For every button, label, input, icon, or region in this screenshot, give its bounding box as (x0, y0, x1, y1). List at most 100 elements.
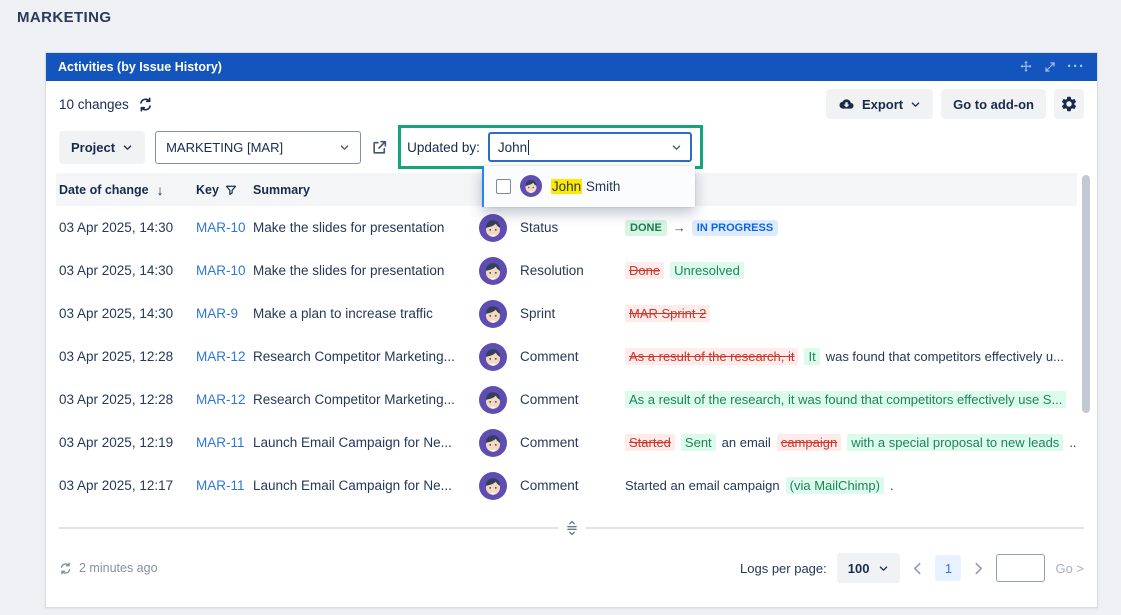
toolbar: 10 changes Export Go to add-on (46, 81, 1097, 125)
gadget-title: Activities (by Issue History) (58, 60, 222, 74)
row-date: 03 Apr 2025, 12:28 (59, 349, 174, 364)
user-avatar (478, 256, 507, 285)
row-field: Sprint (520, 306, 556, 321)
col-date-label: Date of change (59, 182, 149, 197)
export-button[interactable]: Export (825, 89, 934, 119)
goto-addon-label: Go to add-on (953, 96, 1034, 112)
chevron-down-icon (671, 142, 682, 153)
user-avatar (478, 471, 507, 500)
last-refreshed-text: 2 minutes ago (79, 561, 158, 575)
project-filter-label: Project (71, 139, 116, 155)
table-row: 03 Apr 2025, 12:28 MAR-12 Research Compe… (46, 378, 1077, 421)
cloud-download-icon (838, 97, 855, 111)
user-checkbox[interactable] (495, 178, 511, 194)
chevron-down-icon (878, 563, 889, 574)
prev-page-button[interactable] (910, 560, 925, 577)
logs-per-page-select[interactable]: 100 (836, 553, 901, 583)
change-segment-del: As a result of the research, it (625, 348, 799, 365)
row-change: As a result of the research, it It was fou… (625, 348, 1077, 365)
row-field: Resolution (520, 263, 584, 278)
project-select[interactable]: MARKETING [MAR] (155, 130, 362, 164)
issue-key-link[interactable]: MAR-10 (196, 220, 246, 235)
row-date: 03 Apr 2025, 14:30 (59, 263, 174, 278)
row-field: Status (520, 220, 559, 235)
row-date: 03 Apr 2025, 12:28 (59, 392, 174, 407)
open-in-new-tab-icon[interactable] (371, 139, 388, 156)
resize-divider (59, 520, 1084, 541)
user-name: John Smith (550, 178, 621, 194)
change-segment-ins: It (804, 348, 820, 365)
export-label: Export (861, 96, 904, 112)
issue-key-link[interactable]: MAR-11 (196, 478, 245, 493)
row-summary: Launch Email Campaign for Ne... (253, 435, 452, 450)
user-avatar (519, 175, 542, 197)
row-change: Started Sent an email campaign with a specia… (625, 434, 1077, 451)
user-suggestions-dropdown: John Smith (481, 166, 695, 207)
annotation-green-frame: Updated by: John (398, 125, 703, 207)
filter-funnel-icon[interactable] (225, 184, 237, 196)
sort-desc-icon[interactable]: ↓ (156, 181, 164, 198)
change-segment-badge-new: IN PROGRESS (691, 219, 779, 236)
goto-addon-button[interactable]: Go to add-on (941, 89, 1046, 119)
change-segment-plain: was found that competitors effectively u… (825, 349, 1064, 364)
current-page-button[interactable]: 1 (935, 555, 962, 581)
logs-per-page-value: 100 (847, 560, 870, 576)
expand-gadget-icon[interactable] (1044, 61, 1056, 73)
refresh-icon[interactable] (138, 97, 153, 112)
change-segment-del: Done (625, 262, 665, 279)
row-date: 03 Apr 2025, 12:19 (59, 435, 174, 450)
gear-icon (1060, 95, 1078, 113)
changes-count: 10 changes (59, 96, 129, 112)
row-change: MAR Sprint 2 (625, 305, 1077, 322)
next-page-button[interactable] (971, 560, 986, 577)
table-row: 03 Apr 2025, 14:30 MAR-10 Make the slide… (46, 206, 1077, 249)
project-select-value: MARKETING [MAR] (166, 139, 284, 155)
change-segment-plain: ... (1069, 435, 1077, 450)
row-date: 03 Apr 2025, 14:30 (59, 220, 174, 235)
activities-table: Date of change ↓ Key Summary 03 Apr 2025… (46, 173, 1097, 507)
row-change: As a result of the research, it was foun… (625, 391, 1077, 408)
more-options-icon[interactable]: ··· (1067, 58, 1085, 75)
table-row: 03 Apr 2025, 14:30 MAR-9 Make a plan to … (46, 292, 1077, 335)
change-segment-ins: with a special proposal to new leads (847, 434, 1064, 451)
table-row: 03 Apr 2025, 12:28 MAR-12 Research Compe… (46, 335, 1077, 378)
issue-key-link[interactable]: MAR-10 (196, 263, 246, 278)
row-change: Started an email campaign (via MailChimp)… (625, 477, 1077, 494)
change-segment-ins: As a result of the research, it was foun… (625, 391, 1067, 408)
user-avatar (478, 385, 507, 414)
change-segment-plain: . (889, 478, 894, 493)
issue-key-link[interactable]: MAR-12 (196, 392, 246, 407)
user-avatar (478, 299, 507, 328)
change-segment-ins: Unresolved (670, 262, 744, 279)
change-segment-del: campaign (776, 434, 842, 451)
updated-by-input[interactable]: John (487, 132, 692, 162)
row-summary: Make the slides for presentation (253, 220, 445, 235)
row-change: DONE → IN PROGRESS (625, 219, 1077, 236)
issue-key-link[interactable]: MAR-11 (196, 435, 245, 450)
resize-handle-icon[interactable] (558, 520, 585, 541)
move-gadget-icon[interactable] (1019, 60, 1033, 74)
user-suggestion-item[interactable]: John Smith (484, 175, 695, 197)
go-button[interactable]: Go > (1055, 560, 1084, 576)
issue-key-link[interactable]: MAR-9 (196, 306, 239, 321)
match-highlight: John (550, 178, 583, 194)
settings-button[interactable] (1054, 89, 1084, 119)
activities-gadget: Activities (by Issue History) ··· 10 cha… (45, 52, 1098, 608)
row-summary: Make the slides for presentation (253, 263, 445, 278)
row-field: Comment (520, 478, 579, 493)
change-segment-del: Started (625, 434, 675, 451)
change-segment-plain: an email (721, 435, 771, 450)
project-filter-button[interactable]: Project (59, 130, 146, 164)
row-summary: Research Competitor Marketing... (253, 392, 455, 407)
change-segment-ins: Sent (680, 434, 716, 451)
refresh-icon[interactable] (59, 561, 72, 575)
change-segment-del: MAR Sprint 2 (625, 305, 711, 322)
page-title: MARKETING (17, 9, 112, 26)
row-date: 03 Apr 2025, 14:30 (59, 306, 174, 321)
go-to-page-input[interactable] (996, 554, 1046, 582)
table-row: 03 Apr 2025, 12:17 MAR-11 Launch Email C… (46, 464, 1077, 507)
issue-key-link[interactable]: MAR-12 (196, 349, 246, 364)
vertical-scrollbar[interactable] (1082, 175, 1090, 413)
row-summary: Make a plan to increase traffic (253, 306, 433, 321)
